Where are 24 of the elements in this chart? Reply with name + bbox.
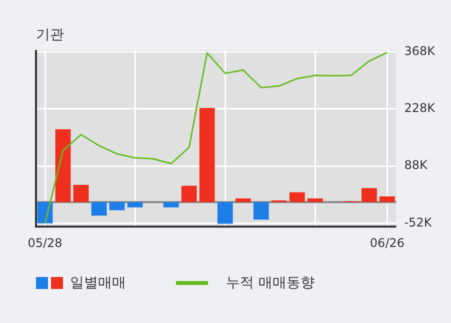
y-tick-label: -52K — [404, 215, 433, 230]
legend-label: 일별매매 — [70, 274, 126, 292]
bar — [127, 202, 143, 208]
y-tick-label: 368K — [404, 44, 436, 58]
legend-label: 누적 매매동향 — [226, 274, 314, 292]
bar — [253, 202, 269, 220]
bar — [199, 108, 215, 202]
chart-title: 기관 — [36, 26, 64, 44]
bar — [163, 202, 179, 208]
bar — [109, 202, 125, 210]
bar — [55, 129, 71, 202]
bar — [235, 198, 251, 202]
bar — [73, 184, 89, 202]
bar — [217, 202, 233, 224]
bar — [91, 202, 107, 216]
x-tick-label: 05/28 — [28, 236, 62, 250]
bar — [380, 196, 395, 202]
bar — [181, 186, 197, 202]
x-tick-label: 06/26 — [370, 236, 405, 250]
bar — [307, 198, 323, 202]
bar — [362, 188, 377, 202]
bar — [289, 192, 305, 202]
y-tick-label: 88K — [404, 158, 428, 172]
y-tick-label: 228K — [404, 100, 436, 115]
